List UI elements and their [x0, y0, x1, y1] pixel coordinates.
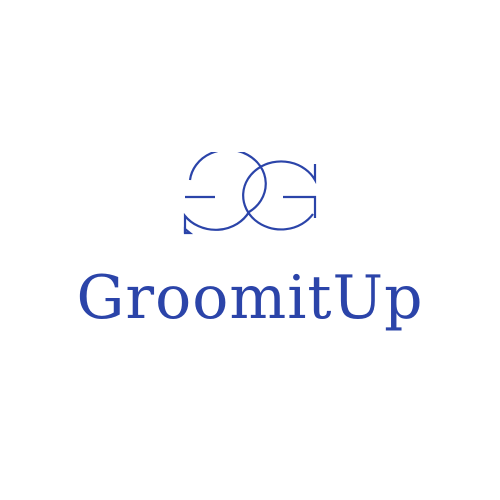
g-stroke — [242, 160, 317, 231]
g-bar — [283, 195, 317, 218]
brand-wordmark: GroomitUp — [76, 263, 424, 333]
gg-monogram-icon — [175, 152, 325, 240]
mirrored-g-stroke — [183, 152, 267, 233]
